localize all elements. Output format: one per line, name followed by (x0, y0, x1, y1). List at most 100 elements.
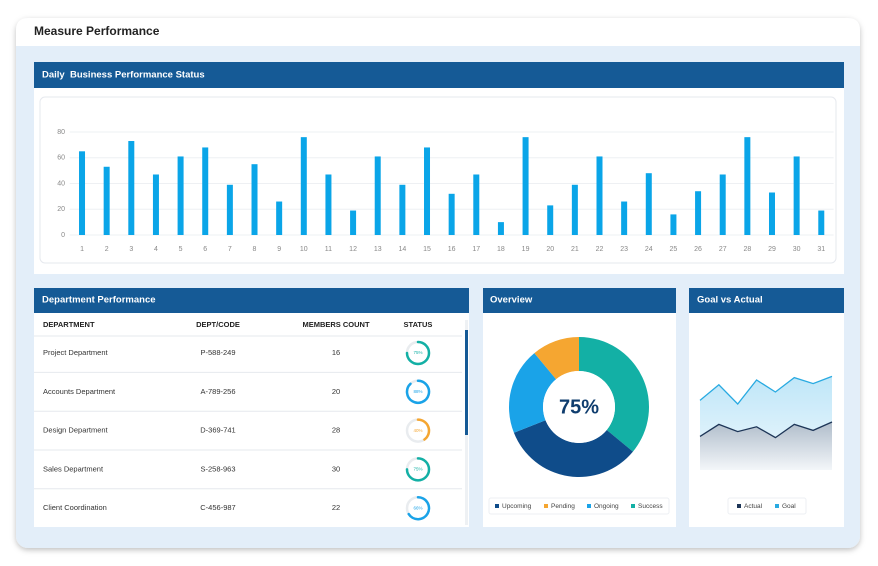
panel-title: Daily Business Performance Status (42, 70, 205, 81)
bar (202, 147, 209, 235)
status-label: 75% (413, 467, 422, 472)
x-tick-label: 25 (670, 246, 678, 253)
bar (719, 174, 726, 235)
x-tick-label: 5 (179, 246, 183, 253)
area-fill (700, 422, 832, 470)
scroll-thumb[interactable] (465, 330, 468, 435)
x-tick-label: 27 (719, 246, 727, 253)
x-tick-label: 8 (253, 246, 257, 253)
bar (818, 210, 825, 235)
y-tick-label: 0 (61, 232, 65, 239)
donut-slice (513, 420, 633, 477)
bar (152, 174, 159, 235)
panel-title: Goal vs Actual (697, 295, 763, 306)
legend-swatch (495, 504, 499, 508)
status-arc (416, 418, 431, 441)
donut-slice (509, 353, 557, 433)
x-tick-label: 21 (571, 246, 579, 253)
status-label: 75% (413, 350, 422, 355)
x-tick-label: 4 (154, 246, 158, 253)
cell: 28 (332, 426, 340, 435)
line (699, 375, 833, 405)
cell: Sales Department (43, 464, 104, 473)
bar (103, 166, 110, 235)
x-tick-label: 14 (398, 246, 406, 253)
x-tick-label: 31 (817, 246, 825, 253)
panel-header (689, 288, 844, 313)
cell: 16 (332, 348, 340, 357)
x-tick-label: 1 (80, 246, 84, 253)
panel-header (34, 288, 469, 313)
status-label: 88% (413, 389, 422, 394)
x-tick-label: 6 (203, 246, 207, 253)
bar (547, 205, 554, 235)
x-tick-label: 23 (620, 246, 628, 253)
legend-label: Actual (744, 503, 763, 510)
cell: 20 (332, 387, 340, 396)
y-tick-label: 80 (57, 129, 65, 136)
x-tick-label: 17 (472, 246, 480, 253)
bar (645, 173, 652, 235)
x-tick-label: 10 (300, 246, 308, 253)
x-tick-label: 28 (743, 246, 751, 253)
x-tick-label: 20 (546, 246, 554, 253)
legend-swatch (737, 504, 741, 508)
x-tick-label: 16 (448, 246, 456, 253)
x-tick-label: 22 (596, 246, 604, 253)
cell: Design Department (43, 426, 109, 435)
bar (448, 193, 455, 235)
legend-label: Upcoming (502, 503, 532, 510)
cell: D-369-741 (200, 426, 235, 435)
x-tick-label: 9 (277, 246, 281, 253)
donut-hole (543, 371, 615, 443)
bar (768, 192, 775, 235)
x-tick-label: 29 (768, 246, 776, 253)
x-tick-label: 11 (325, 246, 332, 253)
cell: P-588-249 (200, 348, 235, 357)
column-header: DEPARTMENT (43, 320, 95, 329)
x-tick-label: 12 (349, 246, 357, 253)
donut-slice (579, 337, 649, 452)
legend-swatch (544, 504, 548, 508)
x-tick-label: 24 (645, 246, 653, 253)
bar (621, 201, 628, 235)
bar (226, 184, 233, 235)
status-arc (407, 495, 431, 521)
bar (325, 174, 332, 235)
bar (350, 210, 357, 235)
bar (695, 191, 702, 235)
bar (424, 147, 431, 235)
legend-label: Success (638, 503, 663, 510)
cell: 30 (332, 464, 340, 473)
panel-header (483, 288, 676, 313)
status-arc (405, 379, 431, 405)
donut-slice (534, 337, 579, 380)
bar (79, 151, 86, 235)
y-tick-label: 40 (57, 180, 65, 187)
x-tick-label: 18 (497, 246, 505, 253)
bar (399, 184, 406, 235)
panel (34, 288, 469, 527)
bar (744, 137, 751, 235)
status-label: 66% (413, 505, 422, 510)
y-tick-label: 20 (57, 206, 65, 213)
bar (596, 156, 603, 235)
legend-swatch (587, 504, 591, 508)
bar (522, 137, 529, 235)
cell: Accounts Department (43, 387, 116, 396)
donut-center-label: 75% (559, 396, 599, 418)
legend-swatch (631, 504, 635, 508)
bar (473, 174, 480, 235)
bar (128, 141, 135, 235)
x-tick-label: 26 (694, 246, 702, 253)
bar (793, 156, 800, 235)
legend-box (727, 497, 807, 515)
legend-label: Goal (782, 503, 796, 510)
status-arc (405, 457, 431, 482)
panel-title: Department Performance (42, 295, 156, 306)
x-tick-label: 30 (793, 246, 801, 253)
cell: 22 (332, 503, 340, 512)
x-tick-label: 19 (522, 246, 530, 253)
bar (670, 214, 677, 235)
